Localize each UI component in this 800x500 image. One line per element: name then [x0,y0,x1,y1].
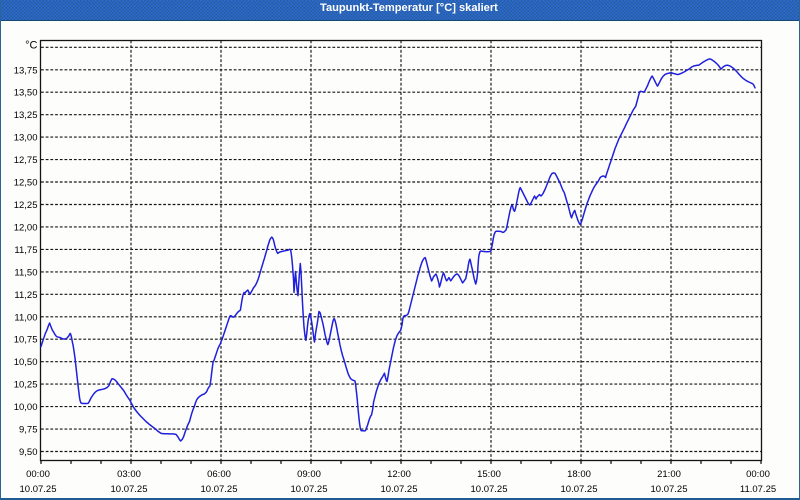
svg-text:12:00: 12:00 [387,469,411,480]
svg-text:13,00: 13,00 [14,133,38,144]
svg-text:11,75: 11,75 [14,245,37,256]
svg-text:°C: °C [25,40,37,52]
svg-text:15:00: 15:00 [477,469,501,480]
svg-text:13,75: 13,75 [14,65,38,76]
svg-text:10.07.25: 10.07.25 [20,484,57,495]
svg-text:10.07.25: 10.07.25 [111,484,148,495]
svg-text:13,25: 13,25 [14,110,38,121]
svg-text:10.07.25: 10.07.25 [291,484,328,495]
svg-text:11.07.25: 11.07.25 [740,484,776,495]
svg-text:10.07.25: 10.07.25 [561,484,598,495]
svg-text:9,75: 9,75 [19,425,38,436]
svg-text:9,50: 9,50 [19,447,38,458]
svg-text:11,00: 11,00 [14,312,37,323]
svg-text:12,75: 12,75 [14,155,38,166]
svg-text:10.07.25: 10.07.25 [651,484,688,495]
svg-text:10,75: 10,75 [14,335,38,346]
svg-text:10,25: 10,25 [14,380,38,391]
svg-text:11,25: 11,25 [14,290,37,301]
svg-text:00:00: 00:00 [26,469,50,480]
svg-text:12,25: 12,25 [14,200,38,211]
svg-text:10.07.25: 10.07.25 [381,484,418,495]
svg-text:21:00: 21:00 [657,469,681,480]
svg-text:12,00: 12,00 [14,222,38,233]
svg-text:03:00: 03:00 [117,469,141,480]
svg-text:10,50: 10,50 [14,357,38,368]
svg-text:06:00: 06:00 [207,469,231,480]
svg-text:12,50: 12,50 [14,178,38,189]
svg-text:10.07.25: 10.07.25 [471,484,508,495]
svg-text:10,00: 10,00 [14,402,38,413]
svg-text:18:00: 18:00 [567,469,591,480]
svg-text:00:00: 00:00 [746,469,770,480]
svg-text:09:00: 09:00 [297,469,321,480]
svg-text:13,50: 13,50 [14,88,38,99]
svg-text:11,50: 11,50 [14,267,37,278]
svg-text:10.07.25: 10.07.25 [201,484,238,495]
